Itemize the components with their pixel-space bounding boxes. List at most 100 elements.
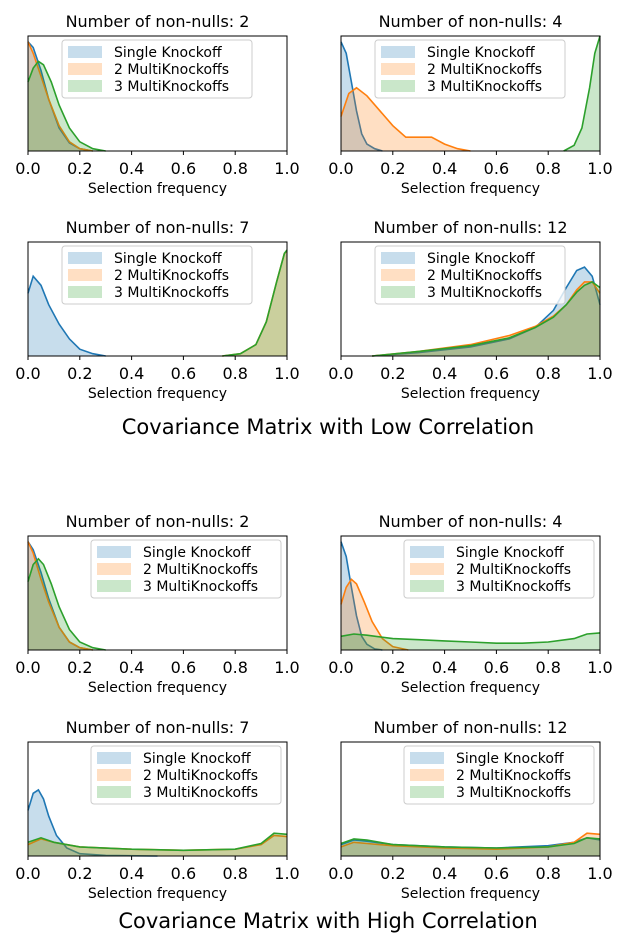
density-line: [27, 832, 288, 852]
legend-box: [374, 39, 566, 99]
x-tick-label: 0.8: [222, 364, 247, 383]
x-tick-label: 0.0: [328, 364, 353, 383]
density-line: [27, 60, 106, 152]
x-tick-label: 1.0: [587, 159, 612, 178]
density-fill: [372, 281, 600, 356]
legend-swatch: [68, 63, 102, 75]
x-tick-label: 1.0: [274, 658, 299, 677]
density-fill: [28, 835, 287, 856]
legend-label: 2 MultiKnockoffs: [143, 562, 258, 578]
x-tick-label: 0.0: [328, 159, 353, 178]
legend-label: 2 MultiKnockoffs: [114, 62, 229, 78]
x-tick-label: 0.0: [15, 864, 40, 883]
density-line: [340, 836, 601, 849]
legend-swatch: [381, 252, 415, 264]
x-tick-label: 0.2: [67, 364, 92, 383]
x-tick-label: 0.4: [119, 364, 144, 383]
x-tick-label: 0.2: [380, 159, 405, 178]
legend-label: 3 MultiKnockoffs: [456, 579, 571, 595]
legend-label: Single Knockoff: [427, 45, 535, 61]
density-fill: [28, 41, 93, 151]
plot-frame: [340, 741, 601, 857]
legend-swatch: [97, 580, 131, 592]
legend-box: [61, 245, 253, 305]
plot-frame: [340, 535, 601, 651]
legend-label: 3 MultiKnockoffs: [114, 79, 229, 95]
legend-label: Single Knockoff: [114, 45, 222, 61]
x-tick-label: 0.6: [171, 159, 196, 178]
x-tick-label: 0.6: [171, 364, 196, 383]
x-tick-label: 0.6: [484, 364, 509, 383]
density-fill: [222, 250, 287, 356]
density-fill: [372, 267, 600, 356]
plot-frame: [27, 241, 288, 357]
x-tick-label: 0.2: [380, 658, 405, 677]
legend-label: 2 MultiKnockoffs: [456, 562, 571, 578]
density-line: [27, 557, 106, 651]
density-fill: [222, 251, 287, 356]
x-tick-label: 1.0: [587, 864, 612, 883]
density-line: [563, 35, 601, 152]
panel-title: Number of non-nulls: 2: [66, 12, 250, 31]
plot-frame: [27, 535, 288, 651]
legend-swatch: [410, 563, 444, 575]
density-fill: [563, 36, 600, 151]
legend-swatch: [410, 580, 444, 592]
legend-label: Single Knockoff: [143, 545, 251, 561]
legend-swatch: [68, 46, 102, 58]
x-tick-label: 0.2: [67, 658, 92, 677]
legend-swatch: [97, 769, 131, 781]
legend-swatch: [97, 546, 131, 558]
panel-title: Number of non-nulls: 7: [66, 718, 250, 737]
section-caption-low: Covariance Matrix with Low Correlation: [122, 415, 534, 439]
legend-label: 3 MultiKnockoffs: [114, 285, 229, 301]
legend-swatch: [381, 80, 415, 92]
density-fill: [341, 541, 383, 650]
x-tick-label: 0.8: [535, 658, 560, 677]
legend-box: [374, 245, 566, 305]
x-tick-label: 0.6: [484, 864, 509, 883]
x-tick-label: 0.8: [222, 159, 247, 178]
x-tick-label: 0.6: [484, 658, 509, 677]
x-axis-label: Selection frequency: [401, 680, 540, 696]
x-tick-label: 0.0: [328, 658, 353, 677]
density-fill: [28, 789, 158, 856]
density-line: [27, 274, 106, 357]
legend-label: Single Knockoff: [456, 751, 564, 767]
legend-swatch: [381, 46, 415, 58]
x-tick-label: 1.0: [274, 159, 299, 178]
legend-box: [90, 745, 282, 805]
legend-label: 3 MultiKnockoffs: [143, 785, 258, 801]
x-tick-label: 0.8: [222, 864, 247, 883]
density-fill: [341, 632, 600, 650]
legend-swatch: [97, 786, 131, 798]
x-tick-label: 0.2: [380, 864, 405, 883]
plot-frame: [27, 35, 288, 152]
x-tick-label: 1.0: [274, 864, 299, 883]
x-tick-label: 0.6: [171, 658, 196, 677]
legend-swatch: [410, 786, 444, 798]
x-tick-label: 1.0: [274, 364, 299, 383]
x-axis-label: Selection frequency: [88, 181, 227, 197]
legend-swatch: [410, 752, 444, 764]
legend-swatch: [410, 546, 444, 558]
panel-title: Number of non-nulls: 4: [379, 12, 563, 31]
density-line: [372, 266, 601, 357]
legend-box: [90, 539, 282, 599]
legend-label: 2 MultiKnockoffs: [427, 62, 542, 78]
legend-swatch: [381, 63, 415, 75]
legend-swatch: [68, 252, 102, 264]
legend-label: 3 MultiKnockoffs: [456, 785, 571, 801]
x-tick-label: 0.6: [484, 159, 509, 178]
density-fill: [341, 41, 383, 151]
legend-label: Single Knockoff: [456, 545, 564, 561]
x-axis-label: Selection frequency: [88, 886, 227, 902]
x-tick-label: 0.4: [119, 864, 144, 883]
density-fill: [372, 281, 600, 356]
legend-swatch: [410, 769, 444, 781]
x-tick-label: 0.8: [535, 364, 560, 383]
legend-label: 2 MultiKnockoffs: [456, 768, 571, 784]
legend-label: 3 MultiKnockoffs: [427, 285, 542, 301]
x-tick-label: 0.0: [15, 364, 40, 383]
